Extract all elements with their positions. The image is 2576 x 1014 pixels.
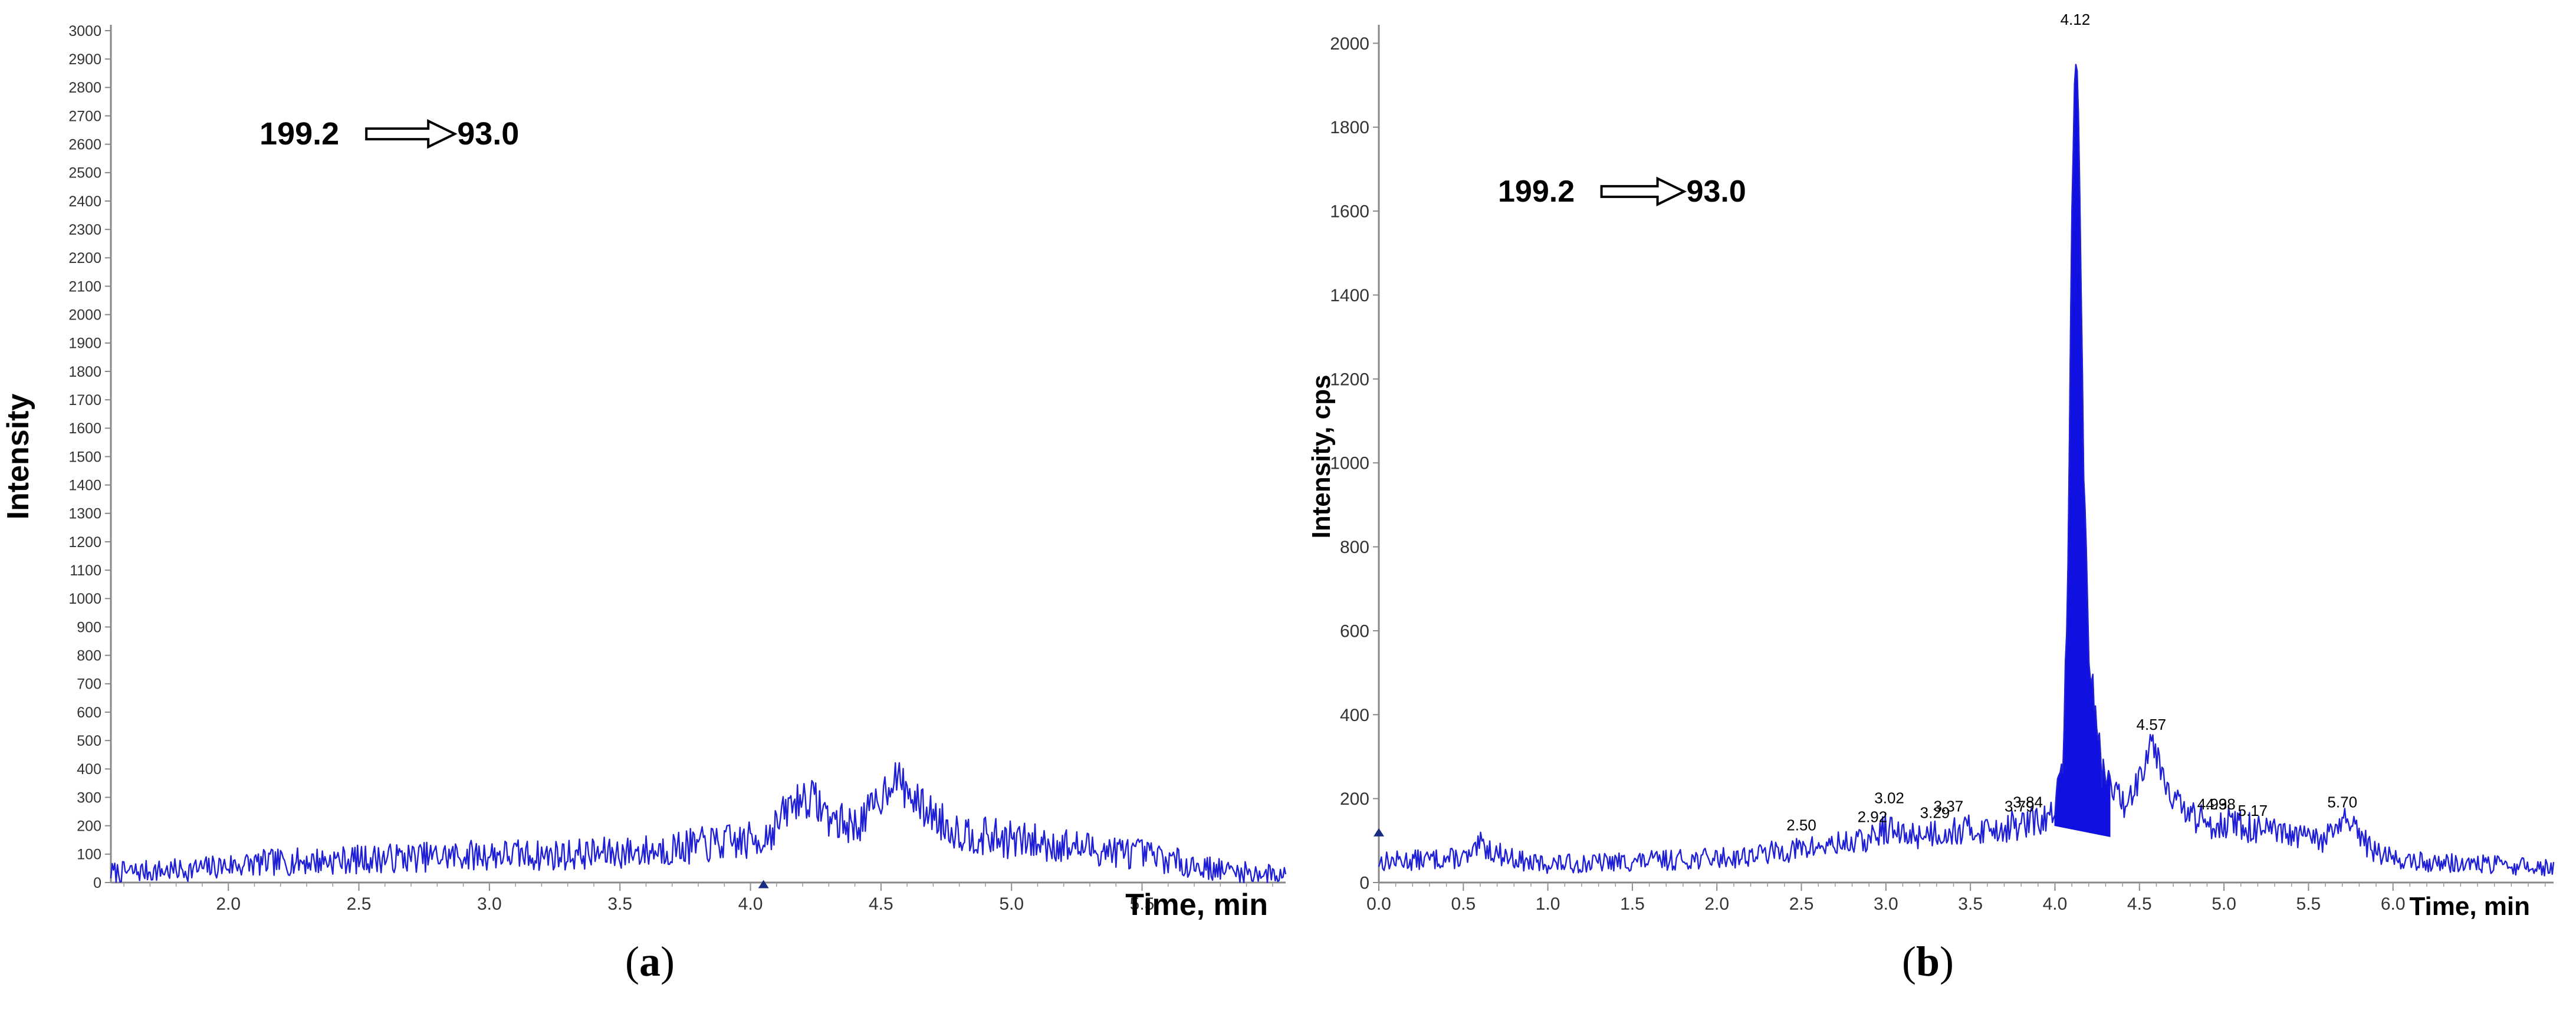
peak-label: 3.37 [1934, 798, 1964, 815]
y-tick-label: 100 [77, 847, 101, 863]
panel-label-b: (b) [1902, 938, 1954, 985]
y-tick-label: 900 [77, 619, 101, 636]
y-tick-label: 1800 [1330, 118, 1369, 137]
y-axis-title: Intensity, cps [1307, 375, 1336, 539]
peak-label: 3.79 [2005, 798, 2035, 815]
peak-label: 5.70 [2327, 794, 2357, 811]
y-tick-label: 1100 [70, 562, 101, 579]
x-tick-label: 5.5 [2296, 894, 2321, 914]
y-axis-title: Intensity [1, 394, 35, 520]
y-tick-label: 1600 [1330, 202, 1369, 222]
transition-arrow-icon [365, 118, 458, 149]
y-tick-label: 0 [93, 875, 101, 891]
y-tick-label: 0 [1359, 874, 1369, 893]
y-tick-label: 1600 [68, 420, 101, 437]
peak-label: 3.02 [1874, 789, 1904, 806]
transition-precursor: 199.2 [1498, 175, 1575, 209]
x-tick-label: 3.5 [1958, 894, 1983, 914]
y-tick-label: 2200 [68, 250, 101, 266]
x-tick-label: 4.0 [2043, 894, 2068, 914]
x-tick-label: 4.5 [2127, 894, 2152, 914]
x-tick-label: 3.0 [477, 894, 502, 914]
peak-label: 4.12 [2061, 11, 2091, 28]
x-tick-label: 1.5 [1620, 894, 1645, 914]
peak-label: 5.17 [2238, 802, 2268, 819]
x-tick-label: 2.0 [216, 894, 241, 914]
y-tick-label: 800 [1340, 538, 1369, 557]
y-tick-label: 1200 [68, 534, 101, 551]
y-tick-label: 600 [77, 704, 101, 721]
chromatogram-trace [110, 762, 1287, 884]
y-tick-label: 2500 [68, 165, 101, 182]
chromatogram-trace [1378, 64, 2555, 877]
peak-label: 4.93 [2197, 795, 2227, 813]
y-tick-label: 400 [1340, 706, 1369, 725]
peak-label: 4.98 [2206, 795, 2236, 813]
x-tick-label: 6.0 [2381, 894, 2406, 914]
y-tick-label: 2700 [68, 108, 101, 124]
y-tick-label: 2000 [1330, 34, 1369, 54]
y-tick-label: 1300 [68, 506, 101, 522]
y-tick-label: 1000 [1330, 454, 1369, 473]
x-axis-title: Time, min [1125, 888, 1268, 922]
y-tick-label: 1400 [68, 477, 101, 493]
x-tick-label: 3.5 [607, 894, 632, 914]
x-tick-label: 5.0 [999, 894, 1024, 914]
y-tick-label: 400 [77, 761, 101, 778]
y-tick-label: 700 [77, 676, 101, 693]
x-tick-label: 2.0 [1704, 894, 1729, 914]
axis-marker-icon [758, 880, 769, 888]
transition-product: 93.0 [1687, 175, 1746, 209]
y-tick-label: 2100 [68, 278, 101, 295]
peak-label: 2.92 [1858, 808, 1888, 825]
y-tick-label: 1500 [68, 449, 101, 465]
x-tick-label: 1.0 [1536, 894, 1560, 914]
y-tick-label: 2400 [68, 193, 101, 210]
transition-precursor: 199.2 [259, 116, 339, 152]
y-tick-label: 2300 [68, 222, 101, 238]
y-tick-label: 200 [77, 818, 101, 834]
transition-product: 93.0 [457, 116, 519, 152]
x-tick-label: 4.0 [738, 894, 763, 914]
y-tick-label: 3000 [68, 23, 101, 39]
transition-arrow-icon [1600, 176, 1687, 207]
y-tick-label: 1400 [1330, 286, 1369, 305]
y-tick-label: 1800 [68, 364, 101, 380]
y-tick-label: 600 [1340, 621, 1369, 641]
y-tick-label: 1200 [1330, 370, 1369, 389]
integrated-peak-area [2054, 64, 2111, 837]
y-tick-label: 1700 [68, 392, 101, 409]
axis-marker-icon [1374, 828, 1384, 837]
y-tick-label: 1000 [68, 591, 101, 607]
x-tick-label: 4.5 [869, 894, 893, 914]
panel-label-a: (a) [625, 938, 675, 985]
y-tick-label: 300 [77, 789, 101, 806]
y-tick-label: 2600 [68, 136, 101, 153]
y-tick-label: 2900 [68, 51, 101, 68]
x-tick-label: 5.0 [2212, 894, 2236, 914]
peak-label: 2.50 [1786, 817, 1816, 834]
peak-label: 3.29 [1920, 804, 1950, 821]
x-tick-label: 3.0 [1874, 894, 1898, 914]
x-tick-label: 5.5 [1130, 894, 1155, 914]
x-tick-label: 2.5 [1789, 894, 1814, 914]
x-tick-label: 2.5 [347, 894, 372, 914]
x-tick-label: 0.5 [1451, 894, 1476, 914]
chart-panel-a: 0 100 200 300 400 500 600 700 800 900 1000 1100 1200… [1, 23, 1287, 922]
x-axis-title: Time, min [2409, 892, 2530, 921]
y-tick-label: 2800 [68, 80, 101, 96]
y-tick-label: 800 [77, 647, 101, 664]
y-tick-label: 1900 [68, 335, 101, 352]
chart-panel-b: 0 200 400 600 800 1000 1200 1400 1600 1800 2000 0.0… [1307, 11, 2555, 921]
y-tick-label: 2000 [68, 307, 101, 323]
x-tick-label: 0.0 [1366, 894, 1391, 914]
peak-label: 3.84 [2013, 794, 2043, 811]
peak-label: 4.57 [2137, 716, 2167, 733]
y-tick-label: 200 [1340, 789, 1369, 809]
y-tick-label: 500 [77, 733, 101, 749]
